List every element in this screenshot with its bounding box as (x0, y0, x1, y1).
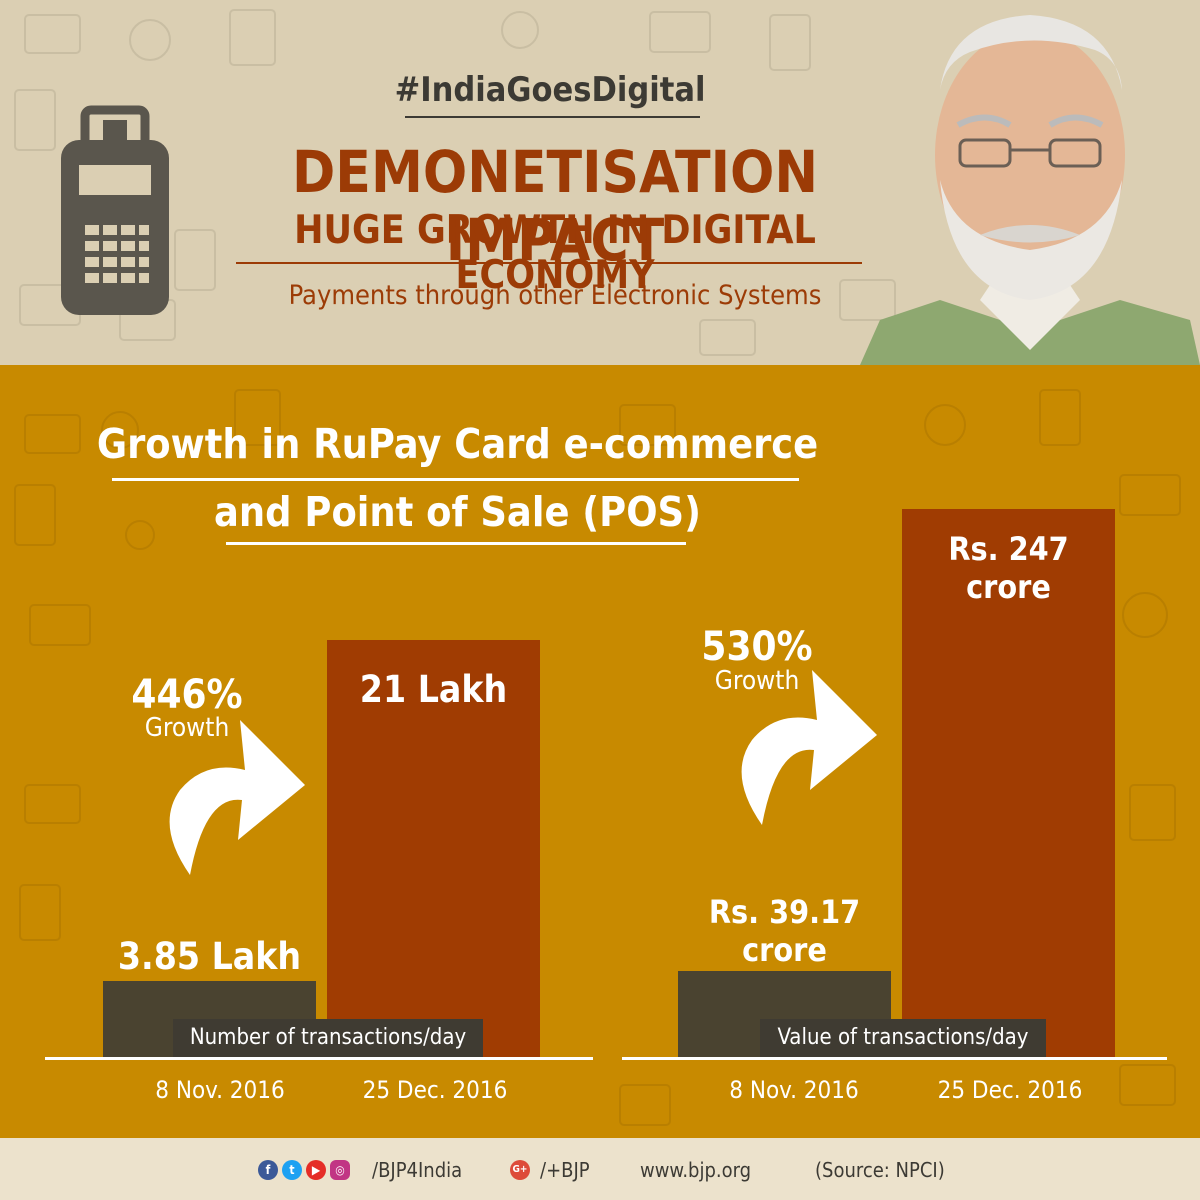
pos-terminal-icon (61, 105, 169, 315)
growth-label-transactions: Growth (144, 713, 230, 743)
x-axis-right (622, 1057, 1167, 1060)
x-tick-right-25-dec: 25 Dec. 2016 (937, 1076, 1083, 1104)
chart-title-underline-1 (112, 478, 799, 481)
value-label-value-8-nov: Rs. 39.17 crore (678, 893, 891, 970)
x-tick-right-8-nov: 8 Nov. 2016 (729, 1076, 859, 1104)
gplus-handle[interactable]: /+BJP (540, 1158, 590, 1182)
headline: DEMONETISATION IMPACT (291, 138, 819, 274)
chart-caption-value: Value of transactions/day (760, 1019, 1046, 1057)
website-link[interactable]: www.bjp.org (640, 1158, 752, 1182)
growth-percent-value: 530% (701, 624, 813, 670)
growth-arrow-icon-right (741, 670, 877, 825)
youtube-icon[interactable]: ▶ (306, 1160, 326, 1180)
header-banner: #IndiaGoesDigital DEMONETISATION IMPACT … (0, 0, 1200, 365)
background-pattern (14, 389, 1181, 1126)
chart-title-line-2: and Point of Sale (POS) (214, 488, 701, 536)
value-label-transactions-25-dec: 21 Lakh (359, 668, 508, 711)
bar-value-25-dec (902, 509, 1115, 1058)
growth-label-value: Growth (714, 666, 800, 696)
value-label-transactions-8-nov: 3.85 Lakh (117, 935, 302, 978)
x-axis-left (45, 1057, 593, 1060)
instagram-icon[interactable]: ◎ (330, 1160, 350, 1180)
portrait-illustration (860, 15, 1200, 365)
footer-bar (0, 1138, 1200, 1200)
chart-title-underline-2 (226, 542, 686, 545)
google-plus-icon[interactable]: G+ (510, 1160, 530, 1180)
headline-divider (236, 262, 862, 264)
value-amount-25-dec: Rs. 247 (948, 530, 1069, 568)
x-tick-left-25-dec: 25 Dec. 2016 (362, 1076, 508, 1104)
facebook-icon[interactable]: f (258, 1160, 278, 1180)
bar-transactions-25-dec (327, 640, 540, 1058)
subheadline: HUGE GROWTH IN DIGITAL ECONOMY (294, 208, 816, 298)
value-unit-25-dec: crore (966, 568, 1051, 607)
value-label-value-25-dec: Rs. 247 crore (902, 530, 1115, 607)
value-unit-8-nov: crore (742, 931, 827, 970)
hashtag: #IndiaGoesDigital (394, 70, 706, 110)
twitter-icon[interactable]: t (282, 1160, 302, 1180)
source-note: (Source: NPCI) (815, 1158, 945, 1182)
chart-title-line-1: Growth in RuPay Card e-commerce (96, 420, 819, 468)
growth-percent-transactions: 446% (131, 672, 243, 718)
x-tick-left-8-nov: 8 Nov. 2016 (155, 1076, 285, 1104)
header-subtitle: Payments through other Electronic System… (288, 280, 822, 311)
social-handle[interactable]: /BJP4India (372, 1158, 463, 1182)
growth-arrow-icon-left (169, 720, 305, 875)
value-amount-8-nov: Rs. 39.17 (708, 893, 861, 931)
hashtag-underline (405, 116, 700, 118)
chart-caption-transactions: Number of transactions/day (173, 1019, 483, 1057)
